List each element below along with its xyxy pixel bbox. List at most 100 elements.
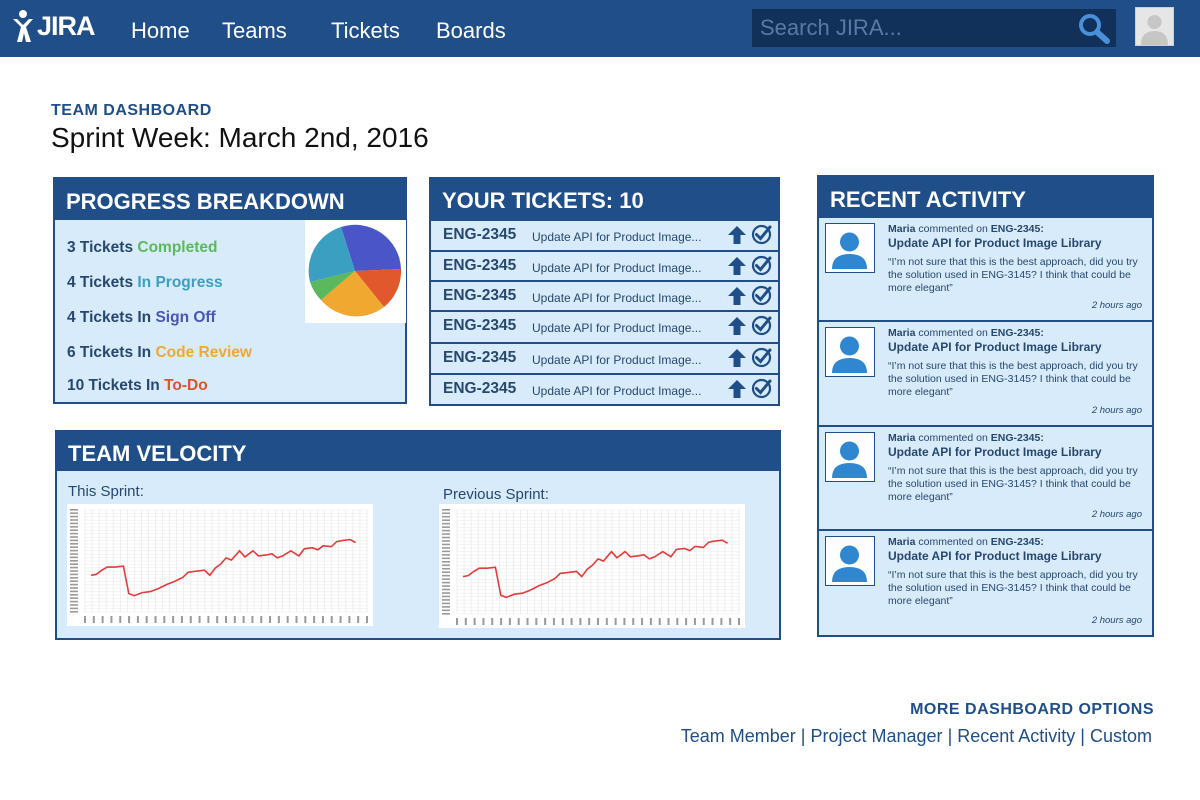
progress-pie-chart[interactable] [305,220,406,323]
check-circle-icon[interactable] [751,285,772,306]
pie-slice-in-progress [308,227,355,282]
previous-sprint-line-chart [442,509,740,625]
pie-slice-completed [310,271,355,300]
nav-teams-link[interactable]: Teams [222,18,287,43]
pie-slice-code-review [321,271,384,317]
activity-title[interactable]: Update API for Product Image Library [888,549,1102,563]
activity-user[interactable]: Maria [888,536,916,548]
activity-avatar[interactable] [825,432,875,482]
activity-ticket[interactable]: ENG-2345: [990,536,1044,548]
ticket-id[interactable]: ENG-2345 [443,317,517,334]
status-completed[interactable]: Completed [137,239,218,256]
option-custom-link[interactable]: Custom [1089,726,1152,746]
progress-count: 4 Tickets [67,274,138,291]
check-circle-icon[interactable] [751,378,772,399]
ticket-id[interactable]: ENG-2345 [443,349,517,366]
progress-count: 4 Tickets In [67,309,156,326]
ticket-id[interactable]: ENG-2345 [443,226,517,243]
progress-count: 3 Tickets [67,239,138,256]
activity-action: commented on [915,536,991,548]
activity-timestamp: 2 hours ago [1091,615,1142,626]
activity-item[interactable]: Maria commented on ENG-2345: Update API f… [819,425,1152,529]
arrow-up-icon[interactable] [727,316,747,336]
nav-boards-link[interactable]: Boards [436,18,506,43]
ticket-row[interactable]: ENG-2345 Update API for Product Image... [431,373,778,401]
progress-item-to-do: 10 Tickets In To-Do [67,377,208,395]
activity-item[interactable]: Maria commented on ENG-2345: Update API f… [819,529,1152,635]
activity-meta: Maria commented on ENG-2345: [888,223,1044,235]
activity-item[interactable]: Maria commented on ENG-2345: Update API f… [819,216,1152,320]
pie-slice-sign-off [341,224,401,271]
ticket-row[interactable]: ENG-2345 Update API for Product Image... [431,219,778,247]
pie-chart-svg [308,224,402,317]
link-separator: | [795,726,811,746]
activity-title[interactable]: Update API for Product Image Library [888,340,1102,354]
user-avatar[interactable] [1135,7,1174,46]
arrow-up-icon[interactable] [727,225,747,245]
activity-ticket[interactable]: ENG-2345: [990,432,1044,444]
team-velocity-title: TEAM VELOCITY [57,432,779,471]
previous-sprint-label: Previous Sprint: [443,486,549,503]
search-icon[interactable] [1076,12,1112,44]
more-dashboard-options-title: MORE DASHBOARD OPTIONS [910,701,1154,718]
activity-action: commented on [915,432,991,444]
ticket-row[interactable]: ENG-2345 Update API for Product Image... [431,280,778,308]
user-silhouette-icon [832,545,867,582]
check-circle-icon[interactable] [751,224,772,245]
activity-user[interactable]: Maria [888,327,916,339]
check-circle-icon[interactable] [751,347,772,368]
activity-title[interactable]: Update API for Product Image Library [888,236,1102,250]
option-team-member-link[interactable]: Team Member [680,726,796,746]
velocity-line [90,538,356,597]
nav-tickets-link[interactable]: Tickets [331,18,400,43]
ticket-id[interactable]: ENG-2345 [443,257,517,274]
arrow-up-icon[interactable] [727,256,747,276]
activity-item[interactable]: Maria commented on ENG-2345: Update API f… [819,320,1152,425]
activity-user[interactable]: Maria [888,223,916,235]
link-separator: | [942,726,958,746]
nav-home-link[interactable]: Home [131,18,190,43]
activity-timestamp: 2 hours ago [1091,405,1142,416]
activity-action: commented on [915,223,991,235]
progress-breakdown-panel: PROGRESS BREAKDOWN 3 Tickets Completed 4… [53,177,407,404]
activity-avatar[interactable] [825,223,875,273]
arrow-up-icon[interactable] [727,348,747,368]
your-tickets-title: YOUR TICKETS: 10 [431,179,778,219]
check-circle-icon[interactable] [751,315,772,336]
activity-comment: “I’m not sure that this is the best appr… [888,360,1138,398]
progress-breakdown-title: PROGRESS BREAKDOWN [55,179,405,220]
activity-avatar[interactable] [825,536,875,586]
activity-ticket[interactable]: ENG-2345: [990,327,1044,339]
activity-ticket[interactable]: ENG-2345: [990,223,1044,235]
status-in-progress[interactable]: In Progress [137,274,223,291]
jira-logo[interactable]: JIRA [11,8,96,44]
search-input[interactable] [760,13,1070,43]
arrow-up-icon[interactable] [727,286,747,306]
activity-timestamp: 2 hours ago [1091,300,1142,311]
ticket-row[interactable]: ENG-2345 Update API for Product Image... [431,250,778,278]
activity-avatar[interactable] [825,327,875,377]
status-sign-off[interactable]: Sign Off [155,309,216,326]
progress-item-completed: 3 Tickets Completed [67,239,217,257]
more-dashboard-options-links: Team Member | Project Manager | Recent A… [681,726,1152,747]
previous-sprint-chart[interactable] [439,504,745,628]
progress-item-sign-off: 4 Tickets In Sign Off [67,309,216,327]
activity-user[interactable]: Maria [888,432,916,444]
arrow-up-icon[interactable] [727,379,747,399]
ticket-description: Update API for Product Image... [532,384,702,398]
check-circle-icon[interactable] [751,255,772,276]
user-silhouette-icon [832,232,867,269]
this-sprint-chart[interactable] [67,504,373,626]
ticket-row[interactable]: ENG-2345 Update API for Product Image... [431,310,778,338]
activity-action: commented on [915,327,991,339]
activity-title[interactable]: Update API for Product Image Library [888,445,1102,459]
option-recent-activity-link[interactable]: Recent Activity [957,726,1076,746]
this-sprint-line-chart [70,509,368,623]
option-project-manager-link[interactable]: Project Manager [810,726,943,746]
user-silhouette-icon [832,441,867,478]
ticket-row[interactable]: ENG-2345 Update API for Product Image... [431,342,778,370]
status-to-do[interactable]: To-Do [164,377,208,394]
status-code-review[interactable]: Code Review [155,344,252,361]
ticket-id[interactable]: ENG-2345 [443,380,517,397]
ticket-id[interactable]: ENG-2345 [443,287,517,304]
